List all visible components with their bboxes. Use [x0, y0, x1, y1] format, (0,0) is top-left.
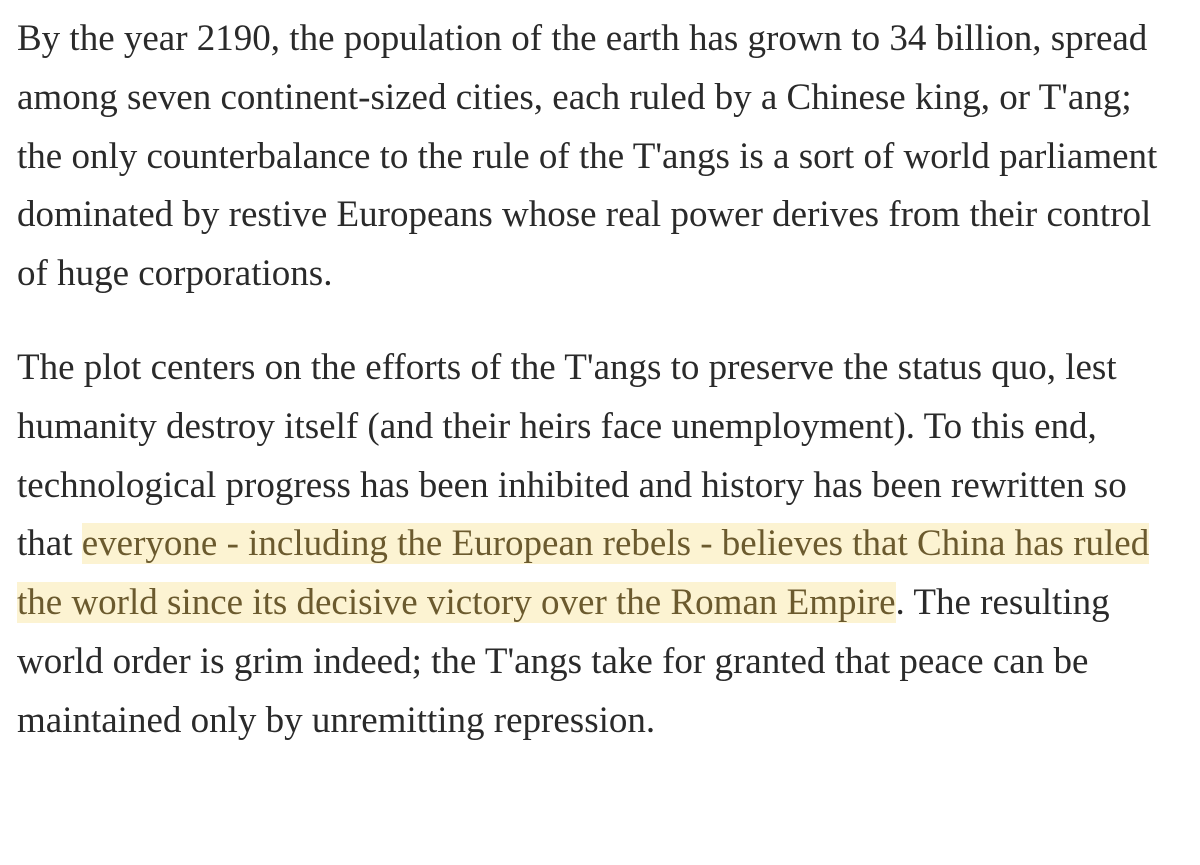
- paragraph-1: By the year 2190, the population of the …: [17, 18, 1158, 295]
- paragraph-2-text-before-highlight: The plot centers on the efforts of the T…: [17, 346, 1127, 565]
- paragraph-2-text-after-highlight: . The resulting world order is grim inde…: [17, 582, 1110, 741]
- paragraph-2: The plot centers on the efforts of the T…: [17, 339, 1176, 751]
